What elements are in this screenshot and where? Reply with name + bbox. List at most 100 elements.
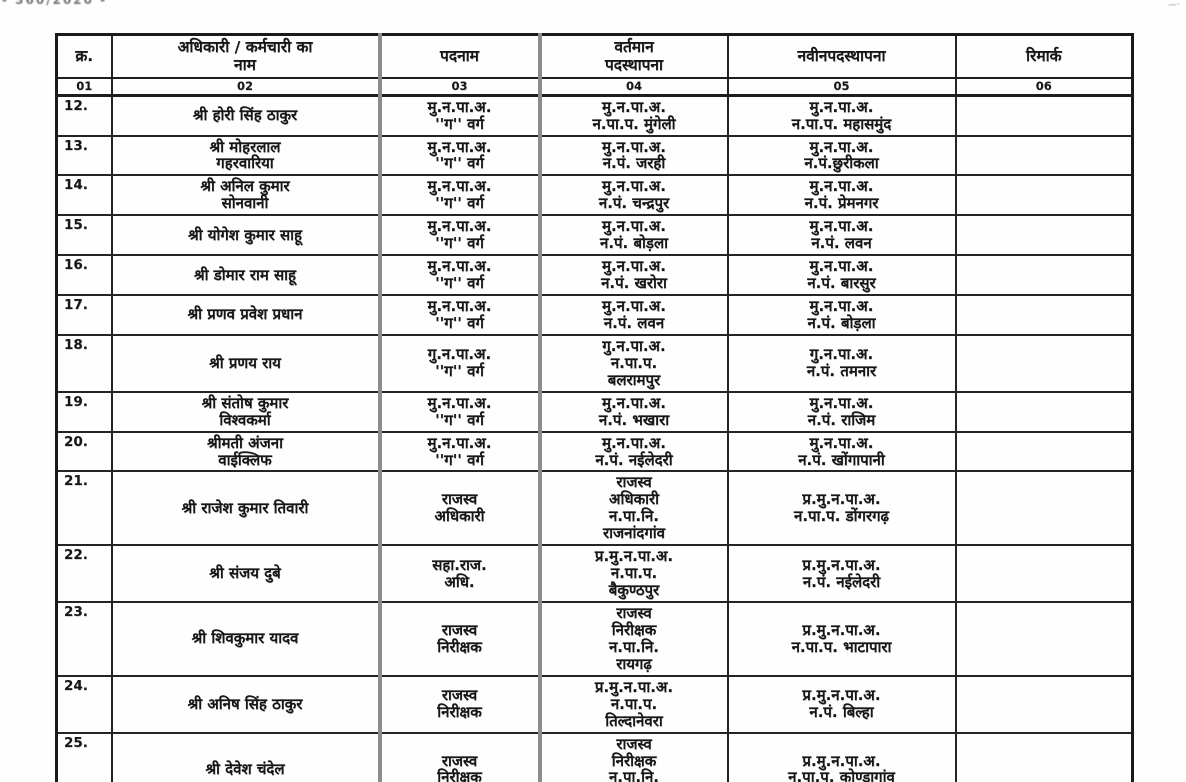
cell-sn: 14.: [55, 174, 113, 217]
table-row: 23. श्री शिवकुमार यादव राजस्व निरीक्षक राजस…: [55, 601, 1134, 677]
table-row: 16. श्री डोमार राम साहू मु.न.पा.अ. ''ग'' व…: [55, 254, 1134, 297]
cell-name: श्री होरी सिंह ठाकुर: [110, 94, 382, 137]
cell-new: प्र.मु.न.पा.अ. न.पा.प. भाटापारा: [726, 601, 957, 677]
header-designation: पदनाम: [378, 33, 542, 79]
cell-new: मु.न.पा.अ. न.पं. प्रेमनगर: [726, 174, 957, 217]
col-number-03: 03: [378, 76, 542, 97]
cell-sn: 18.: [55, 333, 113, 393]
cell-designation: राजस्व अधिकारी: [378, 470, 542, 547]
cell-sn: 21.: [55, 470, 113, 547]
header-new-posting: नवीनपदस्थापना: [726, 33, 957, 79]
cell-remark: [954, 470, 1134, 547]
cell-current: मु.न.पा.अ. न.पं. चन्द्रपुर: [538, 174, 729, 217]
cell-sn: 13.: [55, 134, 113, 177]
cell-designation: मु.न.पा.अ. ''ग'' वर्ग: [378, 134, 542, 177]
table-row: 24. श्री अनिष सिंह ठाकुर राजस्व निरीक्षक प्…: [55, 674, 1134, 734]
cell-name: श्री अनिष सिंह ठाकुर: [110, 674, 382, 734]
cell-current: प्र.मु.न.पा.अ. न.पा.प. तिल्दानेवरा: [538, 674, 729, 734]
cell-sn: 23.: [55, 601, 113, 677]
cell-sn: 16.: [55, 254, 113, 297]
cell-sn: 19.: [55, 390, 113, 433]
cell-remark: [954, 214, 1134, 257]
cropped-header-fragment: - 360/2020 -: [2, 0, 107, 6]
cell-designation: राजस्व निरीक्षक: [378, 601, 542, 677]
cell-new: मु.न.पा.अ. न.पं. लवन: [726, 214, 957, 257]
cell-current: राजस्व निरीक्षक न.पा.नि. रायगढ़: [538, 731, 729, 782]
cell-designation: मु.न.पा.अ. ''ग'' वर्ग: [378, 174, 542, 217]
cell-new: मु.न.पा.अ. न.पं. खोंगापानी: [726, 430, 957, 473]
header-number-row: 01 02 03 04 05 06: [55, 76, 1134, 97]
header-remark: रिमार्क: [954, 33, 1134, 79]
cell-new: प्र.मु.न.पा.अ. न.पं. बिल्हा: [726, 674, 957, 734]
cell-remark: [954, 294, 1134, 336]
cell-new: मु.न.पा.अ. न.पं. बारसुर: [726, 254, 957, 297]
cell-remark: [954, 94, 1134, 137]
cell-current: मु.न.पा.अ. न.पं. भखारा: [538, 390, 729, 433]
cell-current: राजस्व अधिकारी न.पा.नि. राजनांदगांव: [538, 470, 729, 547]
header-title-row: क्र. अधिकारी / कर्मचारी का नाम पदनाम वर्…: [55, 33, 1134, 79]
cell-sn: 24.: [55, 674, 113, 734]
cell-name: श्री राजेश कुमार तिवारी: [110, 470, 382, 547]
col-number-01: 01: [55, 76, 113, 97]
cell-new: प्र.मु.न.पा.अ. न.पा.प. कोण्डागांव: [726, 731, 957, 782]
cell-remark: [954, 430, 1134, 473]
table-row: 15. श्री योगेश कुमार साहू मु.न.पा.अ. ''ग''…: [55, 214, 1134, 257]
cell-sn: 15.: [55, 214, 113, 257]
col-number-04: 04: [538, 76, 729, 97]
transfer-order-table: क्र. अधिकारी / कर्मचारी का नाम पदनाम वर्…: [55, 33, 1134, 782]
table-row: 20. श्रीमती अंजना वाईक्लिफ मु.न.पा.अ. ''ग'…: [55, 430, 1134, 473]
cell-designation: मु.न.पा.अ. ''ग'' वर्ग: [378, 254, 542, 297]
header-serial: क्र.: [55, 33, 113, 79]
col-number-06: 06: [954, 76, 1134, 97]
cell-designation: राजस्व निरीक्षक: [378, 731, 542, 782]
header-name: अधिकारी / कर्मचारी का नाम: [110, 33, 382, 79]
cell-remark: [954, 544, 1134, 604]
cell-new: प्र.मु.न.पा.अ. न.पं. नईलेदरी: [726, 544, 957, 604]
cell-designation: मु.न.पा.अ. ''ग'' वर्ग: [378, 214, 542, 257]
cell-remark: [954, 674, 1134, 734]
cell-sn: 17.: [55, 294, 113, 336]
cell-remark: [954, 601, 1134, 677]
cell-name: श्री देवेश चंदेल: [110, 731, 382, 782]
cell-designation: सहा.राज. अधि.: [378, 544, 542, 604]
cell-name: श्रीमती अंजना वाईक्लिफ: [110, 430, 382, 473]
cell-remark: [954, 134, 1134, 177]
header-current-posting: वर्तमान पदस्थापना: [538, 33, 729, 79]
cell-name: श्री अनिल कुमार सोनवानी: [110, 174, 382, 217]
cell-name: श्री मोहरलाल गहरवारिया: [110, 134, 382, 177]
cell-designation: मु.न.पा.अ. ''ग'' वर्ग: [378, 94, 542, 137]
cell-current: मु.न.पा.अ. न.पा.प. मुंगेली: [538, 94, 729, 137]
cell-current: मु.न.पा.अ. न.पं. जरही: [538, 134, 729, 177]
corner-smudge: —·: [1168, 0, 1180, 10]
cell-new: मु.न.पा.अ. न.पं.छुरीकला: [726, 134, 957, 177]
cell-new: प्र.मु.न.पा.अ. न.पा.प. डोंगरगढ़: [726, 470, 957, 547]
cell-current: राजस्व निरीक्षक न.पा.नि. रायगढ़: [538, 601, 729, 677]
cell-current: प्र.मु.न.पा.अ. न.पा.प. बैकुण्ठपुर: [538, 544, 729, 604]
cell-name: श्री योगेश कुमार साहू: [110, 214, 382, 257]
table-row: 19. श्री संतोष कुमार विश्वकर्मा मु.न.पा.अ.…: [55, 390, 1134, 433]
cell-sn: 20.: [55, 430, 113, 473]
cell-remark: [954, 333, 1134, 393]
table-header: क्र. अधिकारी / कर्मचारी का नाम पदनाम वर्…: [55, 33, 1134, 97]
table-row: 25. श्री देवेश चंदेल राजस्व निरीक्षक राजस्व…: [55, 731, 1134, 782]
cell-new: मु.न.पा.अ. न.पं. बोड़ला: [726, 294, 957, 336]
cell-designation: राजस्व निरीक्षक: [378, 674, 542, 734]
cell-name: श्री संतोष कुमार विश्वकर्मा: [110, 390, 382, 433]
table-row: 22. श्री संजय दुबे सहा.राज. अधि. प्र.मु.न.प…: [55, 544, 1134, 604]
cell-sn: 22.: [55, 544, 113, 604]
cell-current: मु.न.पा.अ. न.पं. बोड़ला: [538, 214, 729, 257]
cell-new: गु.न.पा.अ. न.पं. तमनार: [726, 333, 957, 393]
cell-current: गु.न.पा.अ. न.पा.प. बलरामपुर: [538, 333, 729, 393]
cell-remark: [954, 254, 1134, 297]
cell-designation: मु.न.पा.अ. ''ग'' वर्ग: [378, 430, 542, 473]
cell-name: श्री शिवकुमार यादव: [110, 601, 382, 677]
col-number-02: 02: [110, 76, 382, 97]
cell-designation: मु.न.पा.अ. ''ग'' वर्ग: [378, 390, 542, 433]
cell-sn: 12.: [55, 94, 113, 137]
cell-name: श्री प्रणय राय: [110, 333, 382, 393]
cell-designation: गु.न.पा.अ. ''ग'' वर्ग: [378, 333, 542, 393]
cell-remark: [954, 390, 1134, 433]
table-row: 13. श्री मोहरलाल गहरवारिया मु.न.पा.अ. ''ग'…: [55, 134, 1134, 177]
table-row: 14. श्री अनिल कुमार सोनवानी मु.न.पा.अ. ''ग…: [55, 174, 1134, 217]
